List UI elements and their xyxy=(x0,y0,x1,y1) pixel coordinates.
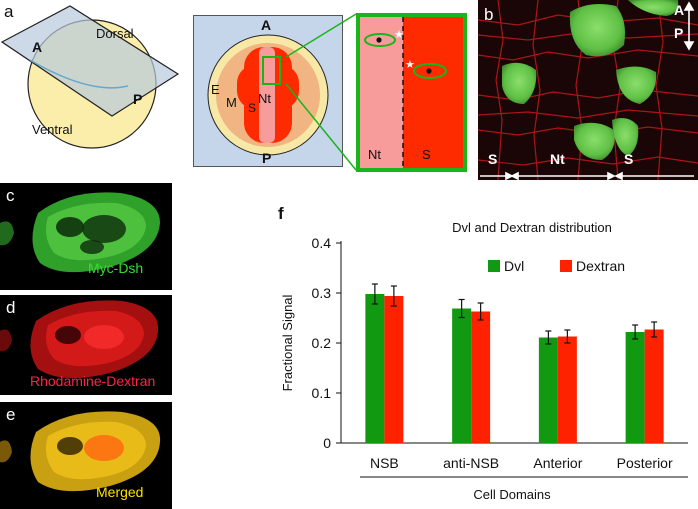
bar-dextran-nsb xyxy=(384,296,404,443)
panel-b-image xyxy=(478,0,698,180)
section-plane xyxy=(0,5,180,117)
rhodamine-dextran-label: Rhodamine-Dextran xyxy=(30,373,156,389)
dsh-cell xyxy=(574,122,615,160)
dorsal-label: Dorsal xyxy=(96,26,134,41)
label-S: S xyxy=(248,101,256,115)
region-s-right: S xyxy=(624,151,634,167)
panel-e-letter: e xyxy=(6,405,16,424)
zoom-inset: ★ ★ Nt S xyxy=(356,13,467,172)
section-bottom-label: P xyxy=(262,150,271,166)
zoom-connectors xyxy=(285,13,357,171)
star-icon: ★ xyxy=(394,29,404,41)
embryo-section-diagram: A P E M S Nt xyxy=(193,15,343,167)
axis-a-label: A xyxy=(674,2,685,18)
bar-dvl-anterior xyxy=(538,337,558,443)
embryo-plane-diagram: Dorsal Ventral A P xyxy=(0,5,180,149)
panel-c-micrograph: c Myc-Dsh xyxy=(0,183,172,290)
star-icon: ★ xyxy=(405,59,415,71)
region-nt: Nt xyxy=(550,151,565,167)
y-tick-label: 0.2 xyxy=(312,335,332,351)
y-tick-label: 0.4 xyxy=(312,235,332,251)
label-E: E xyxy=(211,82,220,97)
myc-dsh-label: Myc-Dsh xyxy=(88,260,144,276)
x-axis-label: Cell Domains xyxy=(473,487,551,502)
ap-axis-arrow xyxy=(683,1,695,51)
zoom-s-label: S xyxy=(422,147,431,162)
region-s-left: S xyxy=(488,151,498,167)
y-tick-label: 0.1 xyxy=(312,385,332,401)
ventral-label: Ventral xyxy=(32,122,73,137)
dsh-cell xyxy=(612,118,639,156)
panel-e-micrograph: e Merged xyxy=(0,402,172,509)
zoom-somite xyxy=(403,17,463,168)
plane-intersection-line xyxy=(29,59,129,89)
dsh-cell xyxy=(616,66,657,104)
chart-title: Dvl and Dextran distribution xyxy=(452,220,612,235)
cell-notochord xyxy=(364,33,396,47)
bar-dextran-posterior xyxy=(644,329,664,443)
panel-d-micrograph: d Rhodamine-Dextran xyxy=(0,295,172,395)
dsh-cell xyxy=(502,62,537,104)
nucleus-somite xyxy=(426,68,432,74)
dsh-cell xyxy=(628,0,679,16)
bar-dvl-anti-nsb xyxy=(452,308,472,443)
panel-d-letter: d xyxy=(6,298,16,317)
y-tick-label: 0 xyxy=(323,435,331,451)
bar-dvl-posterior xyxy=(625,332,645,443)
legend-swatch-dvl xyxy=(488,260,500,272)
fractional-signal-bar-chart: Dvl and Dextran distribution Fractional … xyxy=(280,220,688,502)
merged-label: Merged xyxy=(96,484,144,500)
panel-d-image xyxy=(0,295,172,395)
panel-c-letter: c xyxy=(6,186,15,205)
y-axis-label: Fractional Signal xyxy=(280,294,295,391)
bar-dextran-anti-nsb xyxy=(471,311,491,443)
panel-f-letter: f xyxy=(278,204,284,223)
bar-dextran-anterior xyxy=(557,336,577,443)
x-tick-label: anti-NSB xyxy=(443,455,499,471)
nucleus-notochord xyxy=(376,37,382,43)
bar-dvl-nsb xyxy=(365,294,385,443)
legend-label-dvl: Dvl xyxy=(504,258,524,274)
y-tick-label: 0.3 xyxy=(312,285,332,301)
connector-bottom xyxy=(285,83,357,171)
zoom-nt-label: Nt xyxy=(368,147,381,162)
label-M: M xyxy=(226,95,237,110)
posterior-label: P xyxy=(133,91,142,107)
zoom-box xyxy=(262,56,281,85)
connector-top xyxy=(285,13,357,58)
x-tick-label: Posterior xyxy=(617,455,673,471)
panel-a-letter: a xyxy=(4,2,14,21)
anterior-label: A xyxy=(32,39,42,55)
label-Nt: Nt xyxy=(258,91,271,106)
dsh-cell xyxy=(569,4,625,57)
cell-somite xyxy=(413,63,447,79)
x-tick-label: NSB xyxy=(370,455,399,471)
panel-b-letter: b xyxy=(484,5,494,24)
panel-c-image xyxy=(0,183,172,290)
section-top-label: A xyxy=(261,17,271,33)
legend-label-dextran: Dextran xyxy=(576,258,625,274)
panel-e-image xyxy=(0,402,172,509)
region-bar xyxy=(480,171,694,180)
legend-swatch-dextran xyxy=(560,260,572,272)
panel-b-micrograph: b A P S Nt S xyxy=(478,0,698,180)
axis-p-label: P xyxy=(674,25,684,41)
x-tick-label: Anterior xyxy=(533,455,582,471)
